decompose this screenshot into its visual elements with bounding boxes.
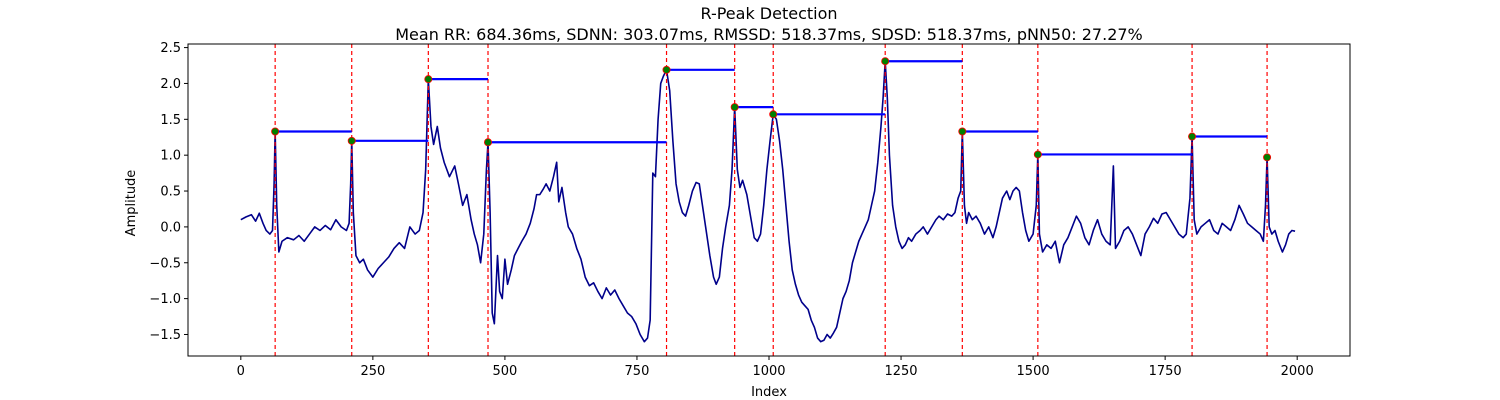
r-peak-marker [1188, 132, 1197, 141]
plot-frame [187, 43, 1351, 357]
r-peak-marker [271, 127, 280, 136]
y-axis-label: Amplitude [124, 170, 139, 237]
y-tick-label: 2.0 [160, 77, 181, 92]
y-tick-label: −1.5 [149, 328, 181, 343]
x-tick-label: 250 [360, 364, 385, 379]
axes: 0 250 500 750 1000 1250 1500 1750 2000 −1.5 −1.0 −0… [149, 41, 1313, 379]
r-peak-marker [662, 65, 671, 74]
r-peak-marker [1033, 150, 1042, 159]
r-peak-marker [347, 136, 356, 145]
r-peak-marker [769, 110, 778, 119]
chart-title: R-Peak Detection [700, 4, 837, 23]
r-peak-marker [958, 127, 967, 136]
y-tick-label: 2.5 [160, 41, 181, 56]
x-tick-label: 2000 [1281, 364, 1314, 379]
chart-subtitle: Mean RR: 684.36ms, SDNN: 303.07ms, RMSSD… [395, 25, 1143, 44]
ecg-signal-line [240, 60, 1296, 343]
x-tick-label: 1500 [1017, 364, 1050, 379]
x-tick-label: 1750 [1149, 364, 1182, 379]
x-axis-label: Index [751, 385, 787, 400]
y-tick-label: 1.5 [160, 113, 181, 128]
y-tick-label: −1.0 [149, 292, 181, 307]
x-tick-label: 750 [625, 364, 650, 379]
r-peak-marker [424, 75, 433, 84]
y-tick-label: 0.0 [160, 220, 181, 235]
x-tick-label: 500 [492, 364, 517, 379]
y-tick-label: −0.5 [149, 256, 181, 271]
r-peak-marker [881, 57, 890, 66]
r-peak-marker [1263, 153, 1272, 162]
r-peak-marker [730, 103, 739, 112]
plot-area [240, 44, 1296, 356]
r-peak-marker [484, 138, 493, 147]
y-tick-label: 1.0 [160, 149, 181, 164]
x-tick-label: 1250 [884, 364, 917, 379]
y-tick-label: 0.5 [160, 185, 181, 200]
x-tick-label: 0 [237, 364, 245, 379]
x-tick-label: 1000 [752, 364, 785, 379]
